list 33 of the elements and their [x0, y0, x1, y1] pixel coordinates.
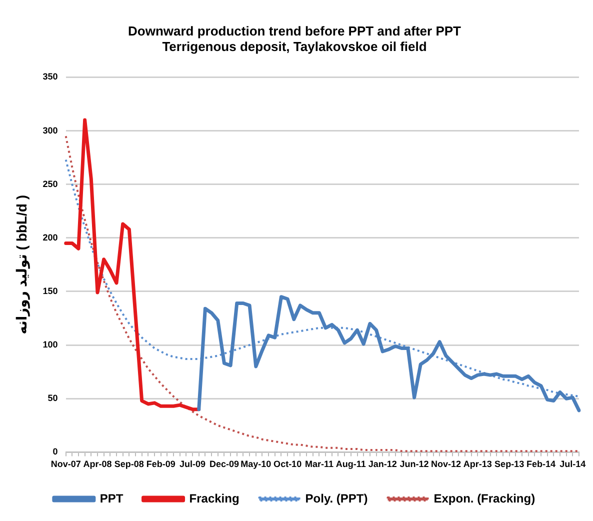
x-tick-label: Dec-09 — [209, 459, 239, 470]
x-tick-label: Aug-11 — [336, 459, 366, 470]
y-axis-title: تولید روزانه ( bbL/d ) — [13, 194, 30, 334]
line-series — [64, 158, 580, 398]
legend-label: Fracking — [189, 491, 240, 506]
x-tick-label: Nov-12 — [430, 459, 461, 470]
x-tick-label: Jan-12 — [368, 459, 397, 470]
x-tick-label: May-10 — [240, 459, 272, 470]
legend-label: Poly. (PPT) — [305, 491, 368, 506]
y-tick-label: 350 — [42, 72, 58, 82]
x-tick-label: Mar-11 — [304, 459, 334, 470]
y-tick-label: 250 — [42, 178, 58, 189]
legend-label: Expon. (Fracking) — [434, 491, 536, 506]
legend-label: PPT — [100, 491, 124, 506]
text: Downward production trend before PPT and after PPT — [128, 23, 461, 38]
y-tick-label: 200 — [42, 232, 58, 242]
x-tick-label: Apr-13 — [463, 459, 492, 470]
x-tick-label: Apr-08 — [83, 459, 112, 470]
y-tick-label: 100 — [42, 340, 58, 350]
x-tick-label: Feb-14 — [526, 459, 556, 470]
text: Terrigenous deposit, Taylakovskoe oil field — [162, 38, 427, 54]
x-tick-label: Oct-10 — [274, 459, 302, 470]
y-tick-label: 150 — [42, 286, 58, 296]
y-tick-label: 50 — [48, 393, 58, 404]
y-tick-label: 300 — [42, 125, 58, 136]
x-tick-label: Nov-07 — [50, 459, 81, 470]
x-tick-label: Jun-12 — [400, 459, 429, 470]
x-tick-label: Jul-14 — [560, 459, 586, 470]
x-tick-label: Sep-13 — [494, 459, 524, 470]
x-tick-label: Jul-09 — [180, 459, 206, 470]
x-tick-label: Sep-08 — [114, 459, 144, 470]
x-tick-label: Feb-09 — [146, 459, 176, 470]
y-tick-label: 0 — [52, 446, 58, 457]
